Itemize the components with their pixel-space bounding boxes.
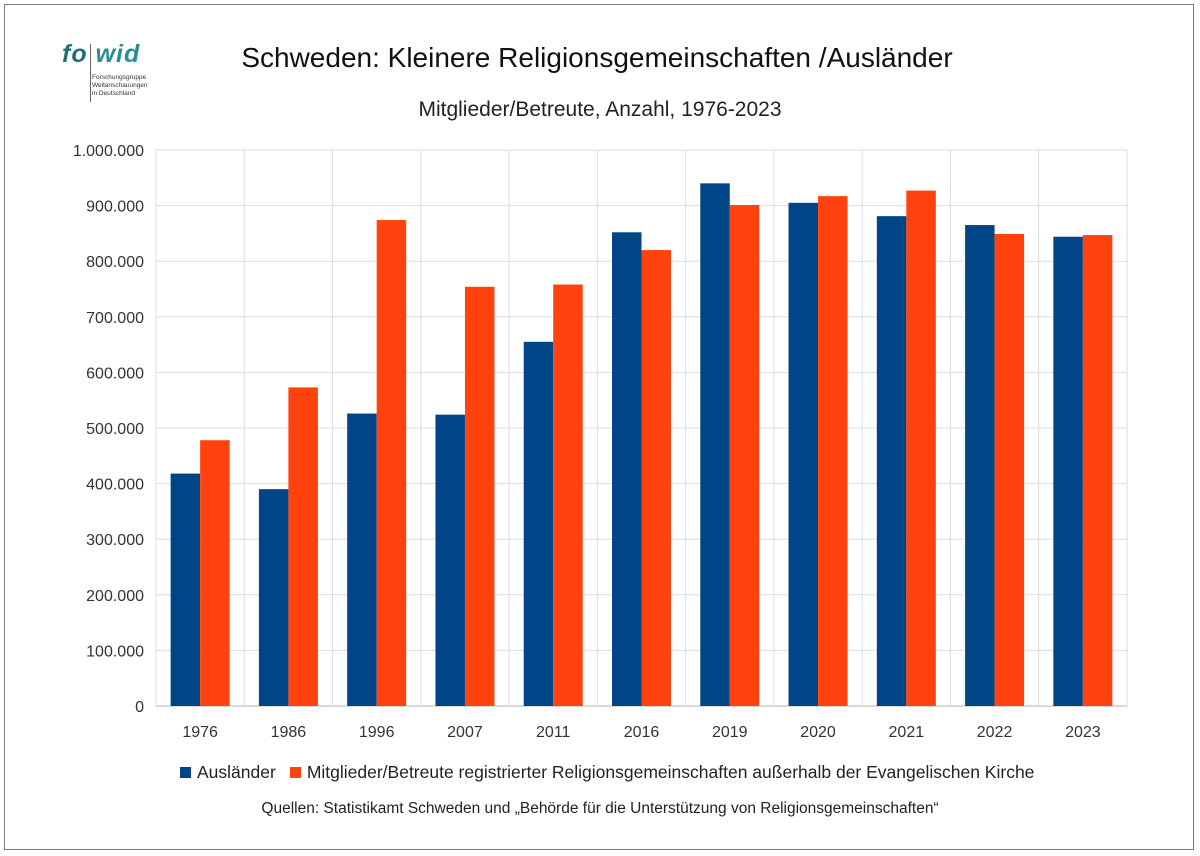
bar <box>612 232 642 706</box>
y-tick-label: 800.000 <box>86 254 144 271</box>
legend-swatch <box>289 766 301 778</box>
bar <box>700 183 730 707</box>
x-tick-label: 2016 <box>624 724 660 741</box>
bar <box>788 202 819 706</box>
x-tick-label: 1986 <box>271 724 307 741</box>
chart-legend: Ausländer Mitglieder/Betreute registriert… <box>180 760 1048 784</box>
bar <box>906 190 936 706</box>
x-tick-label: 2022 <box>977 724 1013 741</box>
legend-item: Ausländer <box>180 762 276 783</box>
y-tick-label: 400.000 <box>86 477 144 494</box>
legend-label: Ausländer <box>197 761 276 782</box>
x-tick-label: 2020 <box>800 724 836 741</box>
chart-title: Schweden: Kleinere Religionsgemeinschaft… <box>241 42 953 73</box>
logo-subtitle: Forschungsgruppe Weltanschauungen in Deu… <box>92 74 148 97</box>
legend-item: Mitglieder/Betreute registrierter Religi… <box>289 761 1035 783</box>
fowid-logo: fo wid Forschungsgruppe Weltanschauungen… <box>62 40 182 110</box>
y-tick-label: 1.000.000 <box>73 143 144 160</box>
bar <box>170 473 201 706</box>
x-tick-label: 1996 <box>359 724 395 741</box>
x-tick-label: 2023 <box>1065 724 1101 741</box>
bar <box>994 233 1025 706</box>
legend-swatch <box>180 766 191 778</box>
bar <box>376 220 407 706</box>
x-tick-label: 1976 <box>182 724 218 741</box>
x-tick-label: 2019 <box>712 724 748 741</box>
bar <box>1053 236 1083 706</box>
bar <box>258 489 289 706</box>
logo-divider <box>90 44 91 102</box>
bar <box>347 413 377 706</box>
bar <box>435 414 465 706</box>
x-tick-label: 2007 <box>447 724 483 741</box>
chart-subtitle: Mitglieder/Betreute, Anzahl, 1976-2023 <box>418 98 782 121</box>
y-tick-label: 100.000 <box>86 643 144 660</box>
bar <box>1082 235 1113 706</box>
y-tick-label: 700.000 <box>86 310 144 327</box>
bar <box>641 250 671 706</box>
bar <box>464 286 495 706</box>
legend-label: Mitglieder/Betreute registrierter Religi… <box>306 761 1035 782</box>
bar-chart: 0 100.000 200.000 300.000 400.000 500.000 600.… <box>73 143 1128 741</box>
y-tick-label: 300.000 <box>86 532 144 549</box>
bar <box>288 387 318 706</box>
bar <box>200 440 230 706</box>
y-tick-label: 600.000 <box>86 365 144 382</box>
y-tick-label: 200.000 <box>86 588 144 605</box>
y-tick-label: 900.000 <box>86 199 144 216</box>
bar <box>965 225 995 706</box>
y-tick-label: 500.000 <box>86 421 144 438</box>
logo-wordmark: fo wid <box>62 40 141 68</box>
bar <box>523 341 554 706</box>
x-tick-label: 2021 <box>889 724 925 741</box>
bar <box>729 205 760 706</box>
bar <box>553 284 583 706</box>
bar <box>818 196 848 706</box>
x-tick-label: 2011 <box>536 724 571 741</box>
y-tick-label: 0 <box>135 699 144 716</box>
source-note: Quellen: Statistikamt Schweden und „Behö… <box>261 800 939 817</box>
bar <box>876 216 907 706</box>
